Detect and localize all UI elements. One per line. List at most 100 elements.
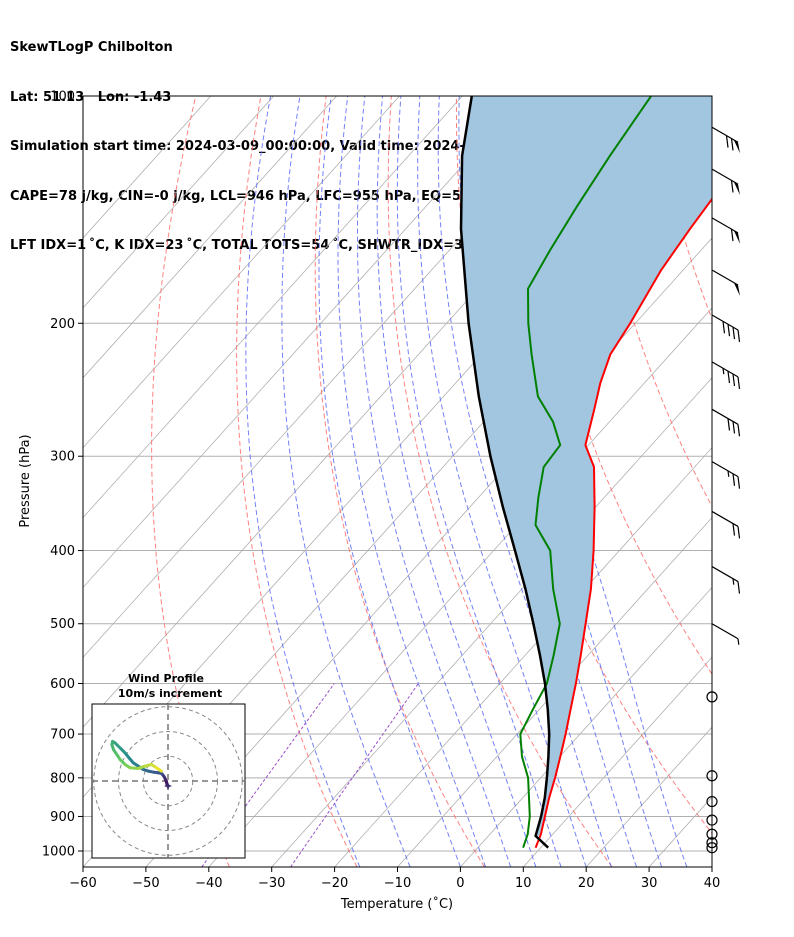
moist-adiabat-line — [318, 96, 461, 867]
barb-full — [737, 526, 741, 539]
calm-wind-circle — [706, 837, 718, 849]
barb-half — [732, 578, 735, 585]
x-tick-label: 40 — [704, 876, 721, 891]
barb-full — [732, 421, 736, 434]
calm-wind-circle — [706, 814, 718, 826]
isotherm-line — [397, 516, 712, 867]
y-tick-label: 800 — [50, 771, 75, 786]
y-tick-label: 700 — [50, 728, 75, 743]
x-tick-label: −10 — [384, 876, 411, 891]
hodograph-surface-marker — [164, 781, 172, 790]
y-tick-label: 500 — [50, 617, 75, 632]
parcel-line — [459, 96, 551, 849]
x-tick-label: 0 — [456, 876, 464, 891]
x-tick-label: 30 — [641, 876, 658, 891]
barb-full — [727, 371, 731, 384]
dry-adiabat-line — [387, 96, 613, 867]
x-tick-label: −20 — [321, 876, 348, 891]
barb-flag — [734, 182, 740, 196]
barb-staff — [711, 168, 739, 185]
barb-full — [730, 180, 734, 193]
x-tick-label: 10 — [515, 876, 532, 891]
x-axis: −60 −50 −40 −30 −20 −10 0 10 20 30 40 — [69, 867, 720, 891]
header-title: SkewTLogP Chilbolton — [10, 40, 173, 55]
isotherm-line — [83, 96, 400, 449]
isotherm-line — [83, 96, 526, 589]
wind-barbs — [706, 126, 741, 854]
barb-staff — [711, 510, 739, 527]
barb-full — [737, 581, 741, 594]
dry-adiabat-line — [586, 96, 712, 508]
y-tick-label: 100 — [50, 90, 75, 105]
wind-barb — [711, 408, 741, 437]
barb-staff — [711, 408, 739, 425]
dry-adiabat-line — [782, 96, 794, 867]
wind-barb — [711, 168, 740, 196]
isotherm-line — [460, 586, 712, 867]
isotherm-line — [523, 656, 712, 867]
x-tick-label: 20 — [578, 876, 595, 891]
barb-full — [725, 135, 729, 148]
barb-full — [727, 418, 731, 431]
moist-adiabat-line — [337, 96, 487, 867]
mixing-ratio-line — [201, 683, 335, 867]
barb-staff — [711, 314, 739, 331]
y-tick-label: 300 — [50, 450, 75, 465]
wind-barb — [711, 126, 740, 154]
calm-wind-circle — [706, 795, 718, 808]
barb-half — [722, 368, 725, 375]
wind-barb — [711, 623, 740, 645]
header-location: Lat: 51.13 Lon: -1.43 — [10, 89, 172, 105]
y-tick-label: 900 — [50, 810, 75, 825]
moist-adiabat-line — [357, 96, 512, 867]
isotherm-line — [271, 377, 712, 867]
dry-adiabat-line — [314, 96, 485, 867]
barb-full — [722, 321, 726, 334]
x-tick-label: −40 — [195, 876, 222, 891]
wind-barb — [711, 510, 741, 539]
inset-title: Wind Profile — [128, 672, 204, 685]
calm-wind-circle — [706, 691, 718, 703]
dry-adiabat-line — [717, 96, 794, 867]
hodograph-segment — [154, 766, 163, 773]
calm-wind-circle — [706, 828, 718, 840]
isotherm-line — [83, 96, 274, 309]
hodograph-inset: Wind Profile 10m/s increment — [91, 672, 246, 859]
wind-barb — [711, 314, 741, 343]
moist-adiabat-line — [376, 96, 537, 867]
wind-barb — [711, 361, 741, 389]
barb-full — [732, 473, 736, 486]
barb-half — [737, 638, 740, 645]
y-tick-label: 200 — [50, 317, 75, 332]
moist-adiabat-line — [245, 96, 361, 867]
y-axis-label: Pressure (hPa) — [18, 434, 33, 527]
barb-full — [737, 476, 741, 489]
isotherm-line — [334, 447, 712, 867]
wind-barb — [711, 461, 741, 489]
y-tick-label: 1000 — [42, 845, 75, 860]
isotherm-line — [145, 237, 712, 867]
wind-barb — [711, 566, 741, 594]
isotherm-line — [83, 96, 463, 519]
barb-full — [727, 324, 731, 337]
y-tick-label: 400 — [50, 544, 75, 559]
calm-wind-circle — [706, 842, 718, 854]
cape-fill-area — [461, 96, 712, 836]
wind-barb — [711, 269, 740, 296]
moist-adiabat-line — [437, 96, 612, 867]
y-tick-label: 600 — [50, 677, 75, 692]
x-tick-label: −60 — [69, 876, 96, 891]
isotherm-line — [83, 96, 337, 379]
mixing-ratio-line — [290, 683, 419, 867]
barb-staff — [711, 566, 739, 583]
dry-adiabat-line — [236, 96, 358, 867]
dewpoint-line — [519, 96, 652, 849]
barb-staff — [711, 623, 739, 640]
barb-flag — [734, 282, 740, 296]
barb-staff — [711, 361, 739, 378]
x-axis-label: Temperature (˚C) — [340, 896, 453, 912]
x-tick-label: −50 — [132, 876, 159, 891]
wind-barb — [711, 217, 740, 244]
header-indices-2: LFT IDX=1 ˚C, K IDX=23 ˚C, TOTAL TOTS=54… — [10, 238, 482, 253]
barb-half — [727, 470, 730, 477]
